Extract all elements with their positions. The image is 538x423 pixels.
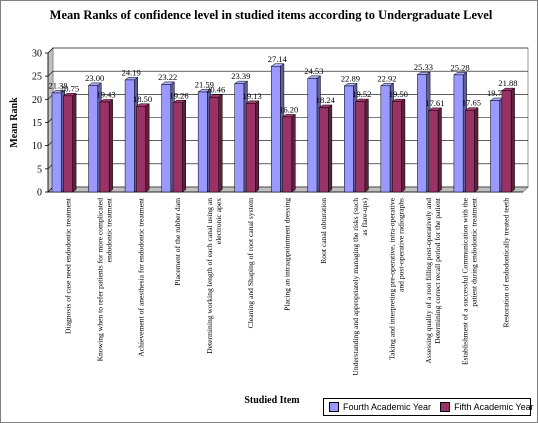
bar [318,107,329,193]
bar [197,91,208,193]
legend-swatch-fifth-year [440,402,451,412]
bar [245,103,256,193]
data-label: 18.24 [316,95,336,105]
data-label: 22.89 [341,73,360,83]
x-tick-label: Understanding and appropriately managing… [351,198,369,376]
legend-label-fifth-year: Fifth Academic Year [454,402,534,412]
bar [344,85,354,193]
bar-side [474,107,479,193]
bar [51,92,62,193]
y-tick-label: 10 [32,141,42,152]
bar-side [437,107,442,193]
gridline-depth [47,47,54,54]
bar [209,96,220,193]
x-tick-label: Knowing when to refer patients for more … [95,197,113,361]
bar-side [364,98,369,193]
bar [391,101,402,193]
x-tick-label: Assessing quality of a root filling post… [424,197,442,363]
y-axis-title: Mean Rank [9,97,20,148]
x-tick-label: Taking and interpreting pre-operative, i… [388,197,406,360]
bar [453,74,464,193]
bar [465,109,475,193]
data-label: 17.65 [462,98,481,108]
legend-label-fourth-year: Fourth Academic Year [343,402,432,412]
x-tick-label: Achievement of anesthesia for endodontic… [136,197,145,357]
bar-side [255,100,260,193]
bar [88,85,98,193]
bar [99,101,110,193]
y-tick-label: 0 [37,188,42,199]
x-tick-label: Diagnosis of case need endodontic treatm… [63,197,72,334]
data-label: 24.53 [304,66,323,76]
bar [355,101,366,193]
bar [161,84,172,193]
y-tick-label: 15 [32,118,42,129]
legend-item-fourth-year: Fourth Academic Year [329,402,431,412]
legend-item-fifth-year: Fifth Academic Year [440,402,534,412]
x-tick-label: Placing an intraappointment dressing [283,198,292,311]
x-tick-label: Restoration of endodontically treated te… [502,198,511,328]
legend: Fourth Academic Year Fifth Academic Year [323,398,534,416]
bar-side [218,94,223,193]
bar [172,102,183,193]
y-tick-label: 5 [37,164,42,175]
y-tick-label: 20 [32,95,42,106]
data-label: 23.22 [158,72,177,82]
data-label: 23.00 [85,73,104,83]
bar [501,90,512,193]
data-label: 24.19 [122,67,141,77]
data-label: 21.88 [498,78,517,88]
bar-side [72,92,77,193]
x-tick-label: Determining working length of each canal… [205,198,223,354]
data-label: 23.39 [231,71,250,81]
y-tick-label: 25 [32,72,42,83]
gridline-depth [47,70,54,77]
data-label: 19.50 [389,89,408,99]
data-label: 19.52 [352,89,371,99]
chart-title: Mean Ranks of confidence level in studie… [49,8,493,22]
data-label: 19.43 [96,89,115,99]
x-tick-label: Placement of the rubber dam [173,198,182,286]
data-label: 19.13 [243,91,262,101]
bar-side [510,87,515,193]
data-label: 22.92 [377,73,396,83]
data-label: 20.75 [60,83,79,93]
x-tick-label: Root canal obturation [319,198,328,264]
data-label: 27.14 [268,54,288,64]
bar-side [291,113,296,193]
bar [380,85,391,193]
data-label: 17.61 [425,98,444,108]
data-label: 21.38 [49,80,68,90]
legend-swatch-fourth-year [329,402,339,412]
data-label: 25.33 [414,62,433,72]
x-tick-label: Cleaning and Shaping of root canal syste… [246,198,255,328]
bar [234,83,245,193]
bar [63,95,73,193]
data-label: 19.75 [487,88,506,98]
bar [124,79,135,193]
bar [136,106,146,193]
bar-side [108,98,113,193]
bar-side [145,103,150,193]
bar [282,116,293,193]
data-label: 20.46 [206,85,225,95]
bar-side [328,104,333,193]
bar [307,78,318,193]
data-label: 25.28 [450,62,469,72]
bar [428,110,439,193]
data-label: 18.50 [133,94,152,104]
bar [490,100,500,193]
data-label: 19.26 [170,90,189,100]
x-axis-title: Studied Item [244,395,300,406]
y-tick-label: 30 [32,49,42,60]
data-label: 21.59 [195,79,214,89]
bar-side [401,98,406,193]
data-label: 16.20 [279,104,298,114]
bar [270,66,281,193]
bar-side [181,99,186,193]
bar [417,74,427,193]
x-tick-label: Establishment of a successful Communicat… [461,197,479,365]
